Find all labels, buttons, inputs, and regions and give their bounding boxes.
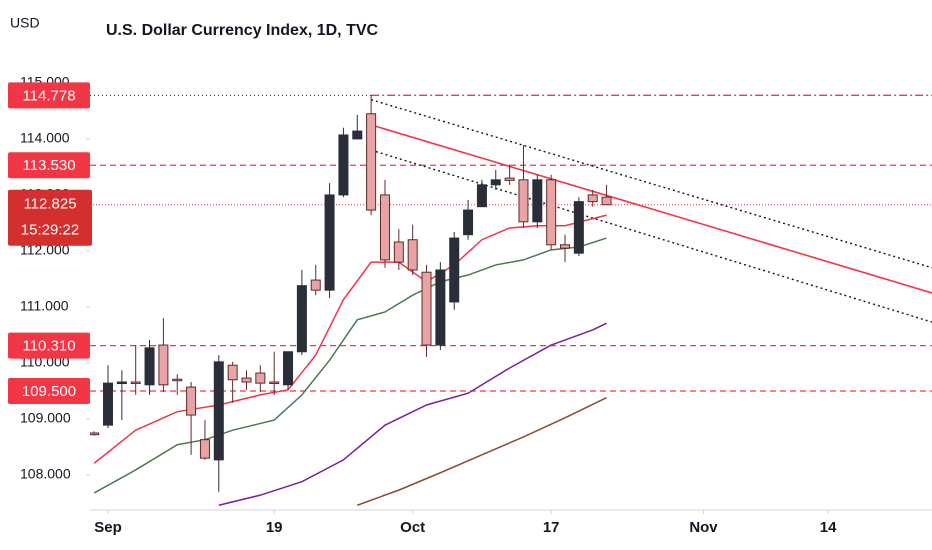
- x-tick-label: Nov: [689, 519, 718, 536]
- candle-body: [490, 179, 501, 186]
- moving-average: [93, 214, 607, 464]
- candle-body: [269, 381, 280, 385]
- candle-body: [379, 194, 390, 261]
- y-axis-label: USD: [10, 15, 40, 31]
- level-label: 110.310: [22, 338, 75, 355]
- candle-body: [90, 432, 100, 436]
- candle-body: [546, 179, 557, 246]
- x-tick-label: Oct: [400, 519, 425, 536]
- trend-line: [370, 124, 932, 294]
- candle-body: [587, 194, 598, 203]
- y-tick-label: 111.000: [20, 298, 69, 314]
- candle-body: [310, 279, 321, 291]
- candle-body: [421, 271, 432, 346]
- candle-body: [532, 179, 543, 223]
- candle-body: [449, 237, 460, 303]
- candle-body: [283, 351, 294, 386]
- candle-body: [255, 372, 266, 384]
- candle-body: [213, 361, 224, 461]
- y-tick-label: 108.000: [20, 466, 71, 482]
- candle-body: [352, 130, 363, 140]
- moving-average: [218, 322, 607, 506]
- x-tick-label: 19: [266, 519, 283, 536]
- level-label: 109.500: [22, 383, 76, 400]
- level-label-box: [8, 377, 90, 404]
- candle-body: [130, 381, 141, 385]
- candle-body: [324, 194, 335, 291]
- candle-body: [199, 439, 210, 459]
- candle-body: [366, 113, 377, 211]
- x-tick-label: 14: [820, 519, 837, 536]
- level-label-box: [8, 152, 90, 179]
- y-tick-label: 114.000: [20, 130, 70, 146]
- y-tick-label: 109.000: [20, 410, 71, 426]
- candle-body: [144, 347, 155, 386]
- x-tick-label: Sep: [94, 519, 122, 536]
- candle-body: [518, 179, 529, 223]
- candle-body: [186, 386, 197, 416]
- level-label: 113.530: [22, 157, 75, 174]
- candle-body: [407, 239, 418, 271]
- candle-body: [296, 285, 307, 353]
- candle-body: [463, 209, 474, 236]
- candle-body: [393, 241, 404, 263]
- level-label-box: [8, 82, 90, 109]
- countdown-label: 15:29:22: [21, 222, 79, 239]
- candle-body: [338, 134, 349, 196]
- moving-average: [357, 397, 607, 506]
- last-price-label: 112.825: [23, 196, 76, 213]
- candle-body: [435, 269, 446, 346]
- candle-body: [103, 382, 114, 426]
- level-label: 114.778: [22, 87, 75, 104]
- candle-body: [227, 364, 238, 381]
- candle-body: [601, 196, 612, 206]
- candle-body: [573, 201, 584, 254]
- chart-title: U.S. Dollar Currency Index, 1D, TVC: [106, 22, 379, 39]
- candle-body: [172, 378, 183, 382]
- candle-body: [504, 177, 515, 181]
- candle-body: [116, 381, 127, 385]
- candle-body: [241, 377, 252, 383]
- last-price-box: [8, 189, 92, 246]
- axes: 108.000109.000110.000111.000112.000113.0…: [8, 74, 932, 536]
- plot-area: [90, 94, 932, 506]
- x-tick-label: 17: [543, 519, 560, 536]
- candle-body: [476, 184, 487, 208]
- candle-body: [158, 344, 169, 386]
- candle-body: [560, 244, 571, 249]
- level-label-box: [8, 332, 90, 359]
